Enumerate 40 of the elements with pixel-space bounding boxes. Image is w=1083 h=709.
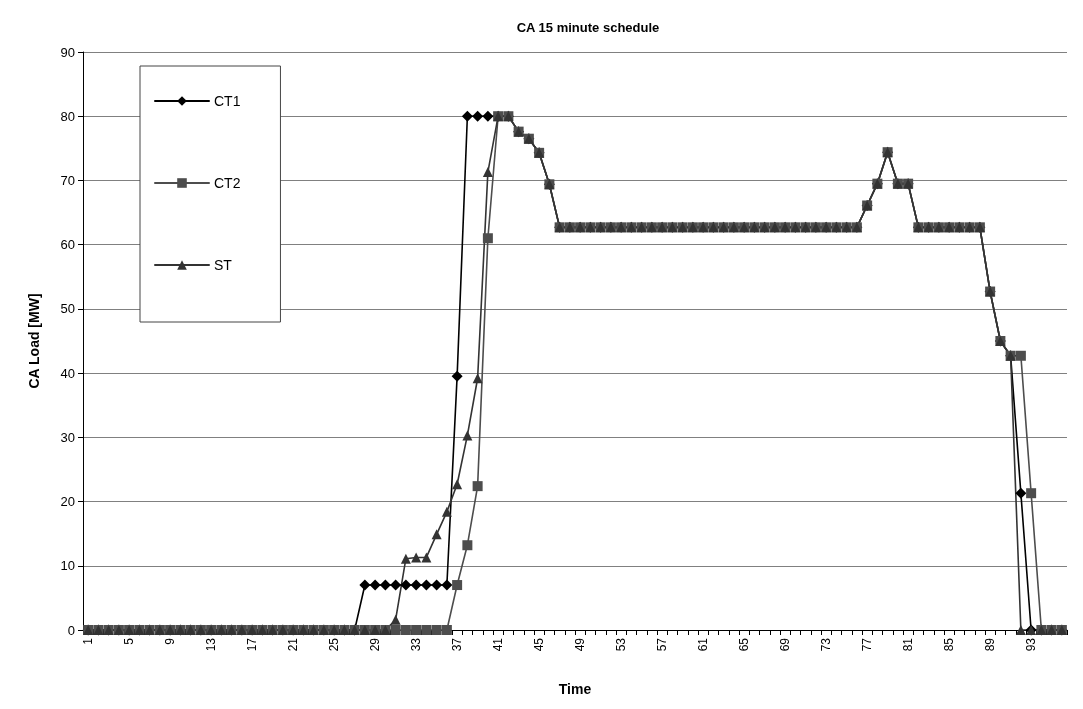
x-tick-label: 57	[655, 637, 670, 652]
y-tick-label: 50	[60, 301, 75, 317]
y-tick-label: 90	[60, 44, 75, 60]
x-tick-label: 69	[778, 637, 793, 652]
x-tick-label: 73	[819, 637, 834, 652]
x-tick-label: 65	[737, 637, 752, 652]
legend-label: ST	[214, 257, 233, 273]
y-axis-title: CA Load [MW]	[26, 293, 42, 389]
x-tick-label: 53	[614, 637, 629, 652]
y-tick-label: 40	[60, 365, 75, 381]
x-tick-label: 61	[696, 637, 711, 652]
x-tick-label: 33	[409, 637, 424, 652]
x-tick-label: 81	[901, 637, 916, 652]
chart-title: CA 15 minute schedule	[516, 20, 660, 35]
x-tick-label: 45	[532, 637, 547, 652]
x-tick-label: 77	[860, 637, 875, 652]
x-axis-title: Time	[558, 681, 592, 697]
x-tick-label: 49	[573, 637, 588, 652]
y-tick-label: 30	[60, 429, 75, 445]
x-tick-label: 9	[163, 637, 178, 645]
y-tick-label: 80	[60, 108, 75, 124]
x-tick-label: 89	[983, 637, 998, 652]
y-tick-label: 10	[60, 558, 75, 574]
x-tick-label: 17	[245, 637, 260, 652]
legend-label: CT2	[214, 175, 241, 191]
legend-label: CT1	[214, 93, 241, 109]
x-tick-label: 5	[122, 637, 137, 645]
y-tick-label: 0	[67, 622, 75, 638]
y-tick-label: 60	[60, 237, 75, 253]
x-tick-label: 93	[1024, 637, 1039, 652]
x-tick-label: 13	[204, 637, 219, 652]
x-tick-label: 21	[286, 637, 301, 652]
x-tick-label: 37	[450, 637, 465, 652]
y-tick-label: 20	[60, 494, 75, 510]
y-tick-label: 70	[60, 172, 75, 188]
x-tick-label: 85	[942, 637, 957, 652]
x-tick-label: 41	[491, 637, 506, 652]
x-tick-label: 1	[81, 637, 96, 645]
x-tick-label: 29	[368, 637, 383, 652]
x-tick-label: 25	[327, 637, 342, 652]
